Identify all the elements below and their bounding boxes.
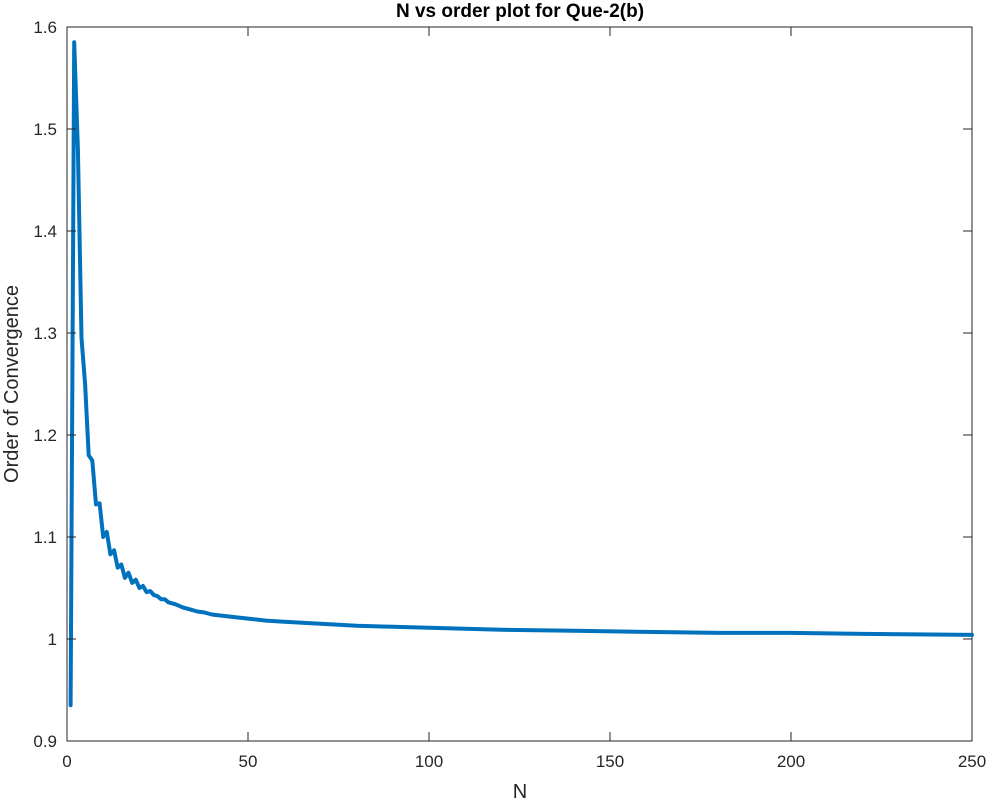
chart-title: N vs order plot for Que-2(b) — [396, 1, 644, 22]
y-tick-label: 1.1 — [33, 528, 57, 547]
y-tick-label: 1.4 — [33, 222, 57, 241]
x-tick-label: 0 — [62, 752, 71, 771]
axes-box — [66, 26, 973, 742]
x-tick-label: 50 — [239, 752, 258, 771]
y-tick-label: 1 — [48, 630, 57, 649]
x-axis-label: N — [513, 781, 527, 800]
x-tick-label: 250 — [958, 752, 986, 771]
y-tick-label: 1.5 — [33, 120, 57, 139]
y-tick-label: 1.2 — [33, 426, 57, 445]
x-tick-label: 200 — [777, 752, 805, 771]
axis-ticks: 0 50 100 150 200 250 0.9 1 1.1 1.2 1.3 1.4 1.5 1.6 — [33, 18, 986, 771]
x-tick-label: 150 — [596, 752, 624, 771]
y-tick-label: 1.3 — [33, 324, 57, 343]
x-tick-label: 100 — [415, 752, 443, 771]
series-line — [68, 40, 974, 708]
y-tick-label: 0.9 — [33, 732, 57, 751]
plot-area — [66, 26, 974, 742]
y-axis-label: Order of Convergence — [1, 285, 23, 483]
y-tick-label: 1.6 — [33, 18, 57, 37]
